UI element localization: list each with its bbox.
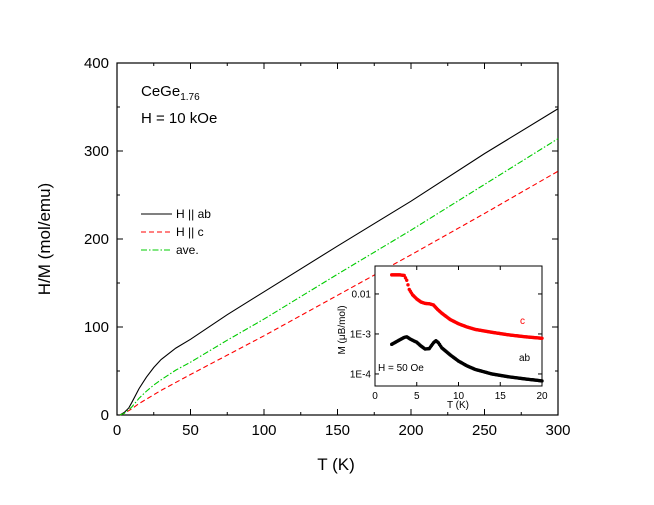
inset-marker-c <box>540 336 544 340</box>
y-tick-label: 0 <box>101 407 109 424</box>
field-label: H = 10 kOe <box>141 110 217 127</box>
inset-x-tick-label: 15 <box>495 391 507 402</box>
legend-label-c: H || c <box>176 225 204 239</box>
inset-series <box>390 273 544 383</box>
inset-x-axis-title: T (K) <box>447 400 469 411</box>
y-tick-label: 400 <box>84 55 109 72</box>
x-tick-label: 50 <box>182 422 199 439</box>
series-line-h-parallel-c <box>119 170 559 416</box>
legend-label-ab: H || ab <box>176 207 211 221</box>
x-tick-label: 150 <box>325 422 350 439</box>
inset-x-tick-label: 0 <box>372 391 378 402</box>
legend: H || ab H || c ave. <box>141 207 211 257</box>
inset-marker-c <box>405 278 409 282</box>
x-tick-label: 100 <box>251 422 276 439</box>
inset-x-tick-label: 20 <box>536 391 548 402</box>
x-tick-label: 200 <box>398 422 423 439</box>
inset-y-tick-label: 1E-4 <box>350 369 372 380</box>
inset-chart: 0 5 10 15 20 1E-4 1E-3 0.01 T (K) M (μB/mol) H … <box>337 265 548 411</box>
compound-label: CeGe1.76 <box>141 83 200 103</box>
y-tick-label: 200 <box>84 231 109 248</box>
inset-field-label: H = 50 Oe <box>378 363 424 374</box>
inset-y-tick-label: 0.01 <box>352 289 372 300</box>
compound-sub: 1.76 <box>180 92 200 103</box>
main-series <box>119 108 559 416</box>
y-tick-label: 300 <box>84 143 109 160</box>
inset-ticks: 0 5 10 15 20 1E-4 1E-3 0.01 <box>350 266 548 402</box>
legend-label-ave: ave. <box>176 243 199 257</box>
inset-x-tick-label: 5 <box>414 391 420 402</box>
inset-y-axis-title: M (μB/mol) <box>337 305 348 354</box>
x-tick-label: 300 <box>545 422 570 439</box>
series-line-ave <box>119 138 559 416</box>
series-line-h-parallel-ab <box>119 108 559 416</box>
x-tick-label: 250 <box>472 422 497 439</box>
inset-marker-c <box>406 283 410 287</box>
y-axis-title: H/M (mol/emu) <box>35 183 54 295</box>
x-tick-label: 0 <box>113 422 121 439</box>
y-tick-label: 100 <box>84 319 109 336</box>
inset-marker-ab <box>540 379 544 383</box>
inset-series-label-c: c <box>520 316 525 327</box>
inset-y-tick-label: 1E-3 <box>350 329 372 340</box>
inset-x-tick-label: 10 <box>453 391 465 402</box>
inset-series-label-ab: ab <box>519 353 531 364</box>
compound-base: CeGe <box>141 83 180 100</box>
x-axis-title: T (K) <box>317 455 354 474</box>
inset-plot-frame <box>374 265 543 387</box>
